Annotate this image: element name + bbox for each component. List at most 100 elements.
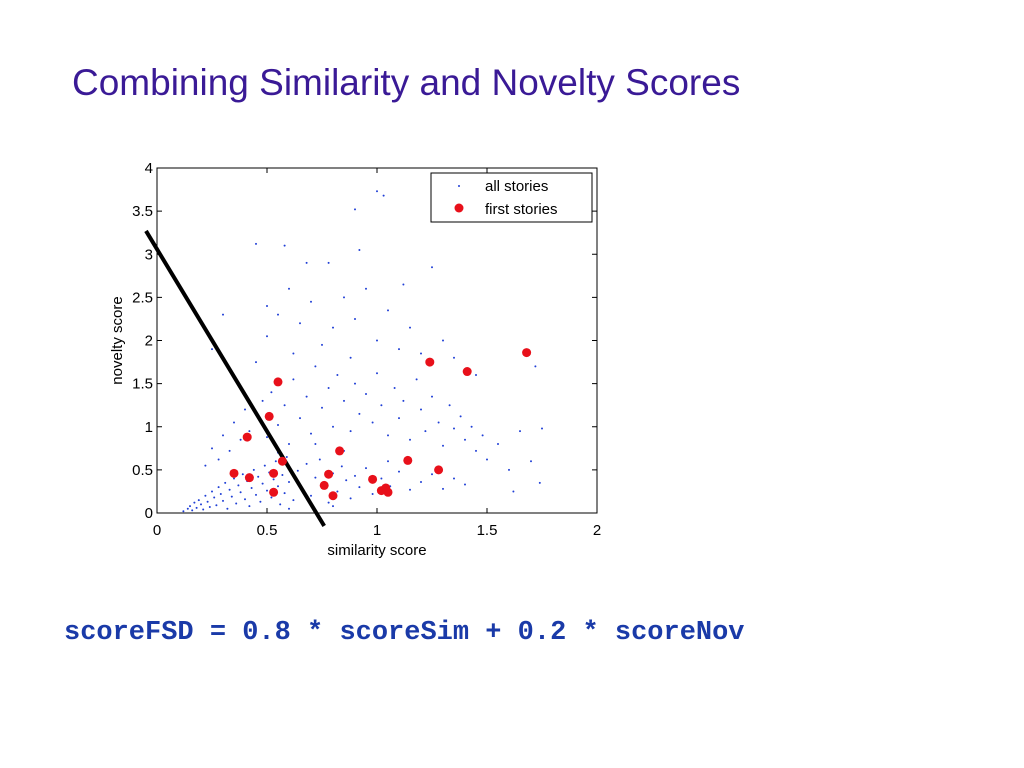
all-stories-point <box>211 348 213 351</box>
first-stories-point <box>368 474 378 484</box>
y-tick-label: 1 <box>145 419 153 436</box>
all-stories-point <box>266 305 268 307</box>
all-stories-point <box>371 493 374 496</box>
all-stories-point <box>314 476 317 479</box>
all-stories-point <box>310 494 312 497</box>
all-stories-point <box>217 458 220 461</box>
first-stories-point <box>242 432 252 442</box>
y-tick-label: 0 <box>145 505 153 522</box>
all-stories-point <box>349 356 352 359</box>
all-stories-point <box>376 190 378 193</box>
all-stories-point <box>272 478 275 481</box>
legend-box <box>430 172 593 223</box>
all-stories-point <box>327 261 330 264</box>
all-stories-point <box>398 470 400 473</box>
all-stories-point <box>314 365 317 368</box>
all-stories-point <box>409 438 411 441</box>
all-stories-point <box>349 430 352 433</box>
all-stories-point <box>508 468 510 471</box>
all-stories-point <box>263 464 266 467</box>
all-stories-point <box>409 488 411 491</box>
all-stories-point <box>420 480 422 483</box>
all-stories-point <box>358 486 361 489</box>
all-stories-point <box>336 490 339 493</box>
first-stories-point <box>328 491 338 501</box>
all-stories-point <box>305 462 308 465</box>
all-stories-point <box>261 399 264 402</box>
all-stories-point <box>299 322 301 325</box>
first-stories-point <box>229 468 239 478</box>
first-stories-point <box>324 469 334 479</box>
y-tick-label: 3 <box>145 246 153 263</box>
x-axis-label: similarity score <box>327 542 426 559</box>
all-stories-point <box>230 495 233 498</box>
all-stories-point <box>193 501 196 504</box>
all-stories-point <box>415 378 418 381</box>
all-stories-point <box>257 475 260 478</box>
all-stories-point <box>442 339 444 342</box>
all-stories-point <box>424 430 427 433</box>
all-stories-point <box>211 490 213 493</box>
all-stories-point <box>321 406 323 409</box>
all-stories-point <box>219 493 222 496</box>
all-stories-point <box>266 489 268 492</box>
all-stories-point <box>387 309 389 312</box>
all-stories-point <box>244 408 246 411</box>
all-stories-point <box>380 477 383 480</box>
all-stories-point <box>228 449 231 452</box>
all-stories-point <box>365 287 367 290</box>
all-stories-point <box>420 352 422 355</box>
all-stories-point <box>241 473 244 476</box>
all-stories-point <box>442 444 444 447</box>
all-stories-point <box>208 505 211 508</box>
y-tick-label: 1.5 <box>132 376 153 393</box>
all-stories-point <box>398 348 400 351</box>
y-tick-label: 4 <box>145 160 153 177</box>
all-stories-point <box>182 510 185 513</box>
all-stories-point <box>266 335 268 338</box>
x-tick-label: 0 <box>153 522 161 539</box>
all-stories-point <box>519 430 521 433</box>
all-stories-point <box>255 242 257 245</box>
all-stories-point <box>398 417 400 420</box>
all-stories-point <box>239 438 242 441</box>
all-stories-point <box>464 483 466 486</box>
all-stories-point <box>459 415 462 418</box>
all-stories-point <box>327 386 330 389</box>
all-stories-point <box>332 425 334 428</box>
all-stories-point <box>470 425 473 428</box>
all-stories-point <box>211 447 213 450</box>
legend-all-stories-marker <box>458 185 460 187</box>
all-stories-point <box>233 477 235 480</box>
all-stories-point <box>327 501 330 504</box>
all-stories-point <box>358 248 361 251</box>
all-stories-point <box>393 386 396 389</box>
first-stories-point <box>269 468 279 478</box>
all-stories-point <box>224 481 227 484</box>
legend-first-stories-marker <box>454 203 464 213</box>
all-stories-point <box>481 434 484 437</box>
all-stories-point <box>204 494 207 497</box>
all-stories-point <box>239 491 242 494</box>
all-stories-point <box>402 283 405 286</box>
all-stories-point <box>270 391 273 394</box>
first-stories-point <box>335 446 345 456</box>
all-stories-point <box>453 477 455 480</box>
first-stories-point <box>264 411 274 421</box>
all-stories-point <box>475 374 477 376</box>
all-stories-point <box>235 502 238 505</box>
all-stories-point <box>274 460 277 463</box>
all-stories-point <box>431 395 433 398</box>
all-stories-point <box>382 194 385 197</box>
all-stories-point <box>288 287 290 290</box>
all-stories-point <box>222 499 224 502</box>
all-stories-point <box>222 313 224 316</box>
all-stories-point <box>475 449 477 452</box>
all-stories-point <box>277 313 279 316</box>
all-stories-point <box>530 460 532 463</box>
all-stories-point <box>305 395 308 398</box>
all-stories-point <box>204 464 207 467</box>
all-stories-point <box>299 417 301 420</box>
all-stories-point <box>197 499 200 502</box>
y-tick-label: 3.5 <box>132 203 153 220</box>
